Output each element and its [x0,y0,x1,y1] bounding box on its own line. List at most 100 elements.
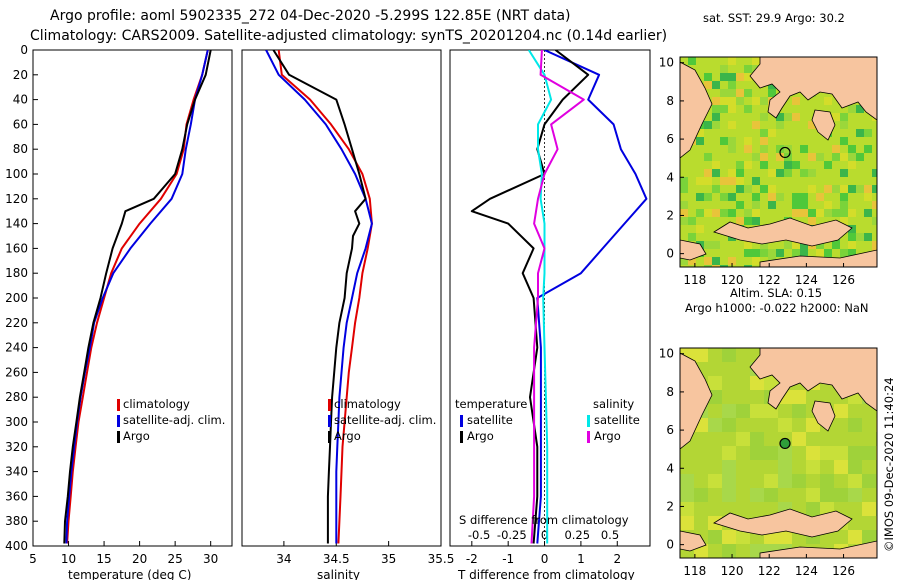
heat-cell [752,153,760,161]
temperature-plot-frame [32,49,233,547]
heat-cell [680,474,694,488]
land-borneo [680,352,713,450]
heat-cell [688,217,696,225]
depth-tick-label: 380 [5,514,28,528]
depth-tick-label: 220 [5,316,28,330]
heat-cell [728,145,736,153]
heat-cell [792,404,806,418]
depth-tick-label: 300 [5,415,28,429]
land-masses [680,57,877,267]
salinity-xlabel: salinity [317,568,360,580]
map-x-tick-label: 122 [758,564,781,578]
heat-cell [744,161,752,169]
heat-cell [816,193,824,201]
heat-cell [750,376,764,390]
heat-cell [848,209,856,217]
heat-cell [848,474,862,488]
legend-label-temp-satellite: satellite [467,413,513,427]
x-tick-label: 20 [132,552,147,566]
heat-cell [760,97,768,105]
heat-cell [744,217,752,225]
difference-lines [470,50,648,544]
salinity-axis-ticks: 34 34.5 35 35.5 [276,541,454,566]
heat-cell [744,265,752,267]
heat-cell [848,418,862,432]
heat-cell [752,193,760,201]
series-line-satellite-adj-clim- [265,50,373,544]
heat-cell [768,89,776,97]
x-tick-label: 30 [203,552,218,566]
series-line-climatology [277,50,373,544]
difference-legend: temperature satellite Argo salinity sate… [455,397,640,443]
heat-cell [704,81,712,89]
depth-tick-label: 20 [13,68,28,82]
sst-map-frame [679,56,878,268]
heat-cell [792,193,800,201]
map-y-tick-label: 8 [666,385,674,399]
heat-cell [862,446,876,460]
heat-cell [752,257,760,265]
heat-cell [722,348,736,362]
depth-tick-label: 240 [5,341,28,355]
heat-cell [768,169,776,177]
heat-cell [806,418,820,432]
legend-label-satellite: satellite-adj. clim. [123,413,225,427]
heat-cell [760,145,768,153]
heat-cell [808,121,816,129]
heat-cell [768,201,776,209]
depth-tick-label: 400 [5,539,28,553]
heat-cell [736,73,744,81]
depth-tick-label: 160 [5,241,28,255]
heat-cell [816,209,824,217]
sla-map-frame [679,347,878,559]
heat-cell [712,257,720,265]
heat-cell [720,89,728,97]
depth-axis-ticks: 0 20 40 60 80 100 120 140 160 180 200 220 240 260 280 3… [5,43,38,553]
x-tick-label: 0 [541,552,549,566]
heat-cell [728,169,736,177]
heat-cell [832,113,840,121]
heat-cell [808,169,816,177]
heat-cell [728,89,736,97]
heat-cell [824,161,832,169]
heat-cell [722,460,736,474]
heat-cell [776,121,784,129]
legend-swatch-satellite [117,415,120,427]
heat-cell [744,145,752,153]
legend-title-temperature: temperature [455,397,527,411]
heat-cell [704,241,712,249]
map-y-tick-label: 4 [666,461,674,475]
x2-tick-label: 0.5 [601,528,619,542]
legend-label-temp-argo: Argo [467,429,494,443]
heat-cell [784,161,792,169]
heat-cell [792,390,806,404]
heat-cell [752,177,760,185]
heat-cell [832,185,840,193]
salinity-panel: 34 34.5 35 35.5 salinity climatology satell… [241,49,454,580]
heat-cell [872,169,877,177]
heat-cell [840,153,848,161]
heat-cell [824,209,832,217]
sst-map-ticks: 118 120 122 124 126 0 2 4 6 8 10 [659,56,855,287]
legend-swatch-climatology [117,399,120,411]
heat-cell [792,97,800,105]
depth-tick-label: 340 [5,465,28,479]
heat-cell [712,161,720,169]
depth-tick-label: 140 [5,217,28,231]
heat-cell [824,249,832,257]
heat-cell [752,249,760,257]
heat-cell [808,185,816,193]
heat-cell [820,488,834,502]
heat-cell [848,460,862,474]
heat-cell [722,488,736,502]
heat-cell [736,530,750,544]
heat-cell [744,105,752,113]
heat-cell [792,474,806,488]
heat-cell [720,265,728,267]
heat-cell [776,113,784,121]
heat-cell [708,418,722,432]
depth-tick-label: 260 [5,365,28,379]
heat-cell [680,257,688,265]
heat-cell [694,488,708,502]
heat-cell [694,348,708,362]
